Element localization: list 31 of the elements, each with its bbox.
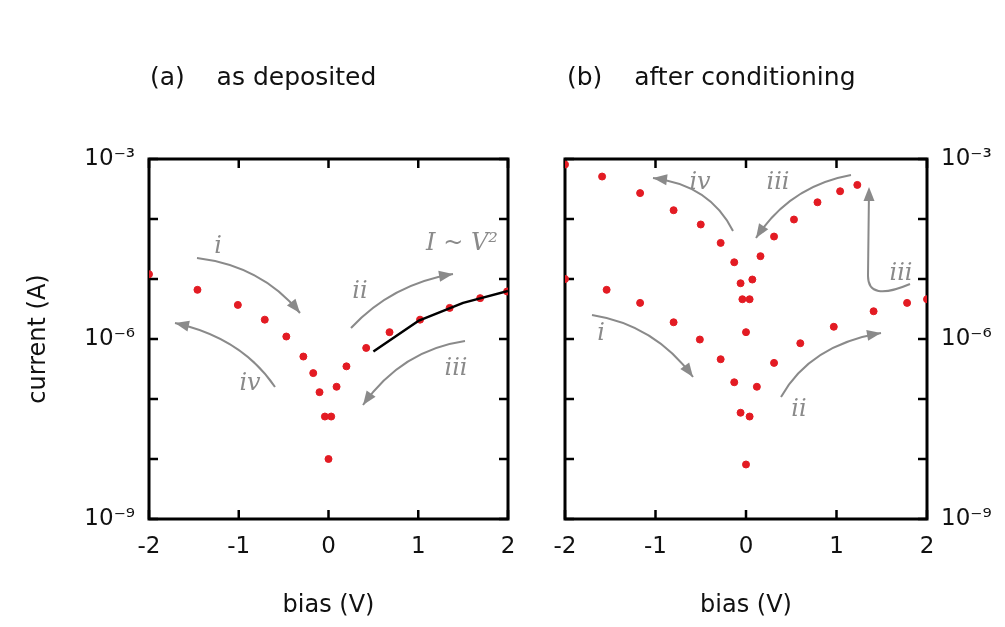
annotation: iv — [239, 368, 261, 396]
annotation: I ~ V² — [426, 228, 498, 256]
x-tick-label: 2 — [500, 531, 516, 558]
x-tick-label: 2 — [919, 531, 935, 558]
x-axis-title: bias (V) — [281, 590, 376, 618]
y2-tick-label: 10⁻⁶ — [941, 323, 992, 350]
annotation: ii — [791, 394, 807, 422]
x-tick-label: 0 — [321, 531, 336, 558]
y2-tick-label: 10⁻³ — [941, 143, 992, 170]
x-tick-label: -1 — [227, 531, 251, 558]
x-tick-label: 1 — [410, 531, 426, 558]
y-tick-label: 10⁻⁶ — [84, 323, 135, 350]
x-tick-label: -2 — [553, 531, 577, 558]
y-tick-label: 10⁻³ — [84, 143, 135, 170]
y2-tick-label: 10⁻⁹ — [941, 503, 992, 530]
annotation: iv — [689, 167, 711, 195]
annotation: ii — [352, 276, 368, 304]
x-tick-label: 0 — [738, 531, 754, 558]
annotation: iii — [444, 353, 468, 381]
annotation: i — [597, 318, 605, 346]
y-tick-label: 10⁻⁹ — [84, 503, 135, 530]
x-tick-label: -2 — [137, 531, 161, 558]
chart-title: (b) after conditioning — [567, 62, 856, 91]
y-axis-title: current (A) — [22, 274, 51, 404]
x-axis-title: bias (V) — [699, 590, 793, 618]
x-tick-label: -1 — [644, 531, 667, 558]
annotation: iii — [766, 167, 790, 195]
x-tick-label: 1 — [829, 531, 844, 558]
annotation: iii — [889, 258, 913, 286]
chart-title: (a) as deposited — [150, 62, 377, 91]
annotation: i — [214, 231, 222, 259]
